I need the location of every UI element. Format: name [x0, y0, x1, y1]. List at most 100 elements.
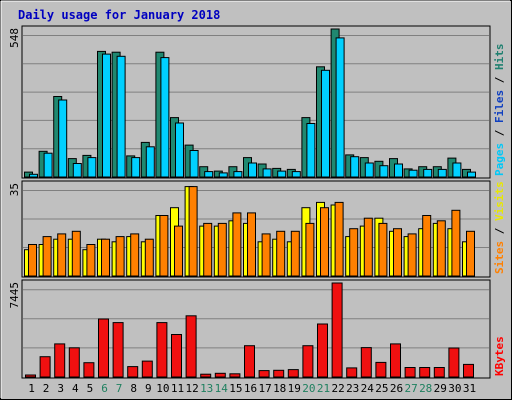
bar-visits-day-17	[261, 233, 271, 277]
bar-visits-day-23	[349, 228, 359, 277]
bar-files-day-19	[291, 171, 301, 178]
bar-kbytes-day-12	[185, 315, 197, 378]
panel-top-bg	[21, 25, 491, 179]
legend-part: Pages	[493, 143, 506, 176]
bar-files-day-7	[116, 55, 126, 178]
day-label-30: 30	[448, 382, 461, 395]
bar-kbytes-day-18	[273, 369, 285, 378]
bar-kbytes-day-8	[127, 366, 139, 378]
day-label-31: 31	[463, 382, 476, 395]
bar-visits-day-15	[232, 212, 242, 277]
bar-kbytes-day-3	[54, 343, 66, 378]
bar-files-day-3	[58, 99, 68, 178]
bar-files-day-14	[218, 172, 228, 178]
day-label-1: 1	[28, 382, 35, 395]
legend-part: /	[493, 70, 506, 90]
bar-visits-day-22	[334, 201, 344, 277]
bar-kbytes-day-22	[331, 282, 343, 378]
bar-visits-day-9	[144, 238, 154, 277]
day-label-3: 3	[57, 382, 64, 395]
bar-files-day-30	[452, 162, 462, 178]
day-label-6: 6	[101, 382, 108, 395]
bar-files-day-29	[437, 168, 447, 178]
day-labels: 1 2 3 4 5 6 7 8 9 10 11 12 13 14 15 16 17 18 19 20 21 22 23 24 2…	[28, 382, 476, 395]
legend-part: Visits	[493, 181, 506, 221]
bar-visits-day-3	[57, 233, 67, 277]
day-label-16: 16	[244, 382, 257, 395]
bar-visits-day-8	[130, 233, 140, 277]
bar-kbytes-day-17	[258, 370, 270, 378]
legend-part: /	[493, 123, 506, 143]
day-label-29: 29	[434, 382, 447, 395]
bar-kbytes-day-4	[68, 347, 80, 378]
bar-kbytes-day-23	[346, 367, 358, 378]
bar-kbytes-day-25	[375, 361, 387, 378]
bar-files-day-24	[364, 162, 374, 178]
bar-visits-day-18	[276, 230, 286, 277]
bar-files-day-31	[467, 171, 476, 178]
legend-part: /	[493, 221, 506, 241]
bar-files-day-27	[408, 169, 418, 178]
day-label-10: 10	[156, 382, 169, 395]
day-label-23: 23	[346, 382, 359, 395]
day-label-27: 27	[404, 382, 417, 395]
legend-part: KBytes	[493, 336, 506, 376]
bar-visits-day-4	[71, 230, 81, 277]
bar-kbytes-day-26	[390, 343, 401, 378]
bars-layer	[24, 28, 476, 378]
bar-visits-day-27	[407, 233, 417, 277]
bar-files-day-13	[204, 171, 214, 178]
bar-files-day-18	[277, 170, 287, 178]
bar-visits-day-2	[42, 236, 52, 277]
bar-files-day-10	[160, 57, 170, 178]
bar-visits-day-28	[422, 215, 432, 277]
bar-visits-day-20	[305, 222, 315, 277]
bar-kbytes-day-21	[317, 323, 328, 378]
bar-visits-day-19	[290, 230, 300, 277]
legend-part: Files	[493, 90, 506, 123]
bar-kbytes-day-16	[244, 345, 255, 378]
bar-files-day-9	[145, 146, 155, 178]
bar-kbytes-day-20	[302, 345, 314, 378]
bar-kbytes-day-29	[433, 367, 445, 378]
bar-kbytes-day-5	[83, 362, 95, 378]
bar-files-day-21	[321, 69, 330, 178]
bar-files-day-23	[350, 156, 360, 178]
day-label-9: 9	[145, 382, 152, 395]
bar-visits-day-5	[86, 244, 96, 277]
legend-sites-visits: Sites / Visits	[493, 181, 506, 274]
bottom-max-label: 7445	[8, 282, 21, 309]
day-label-24: 24	[361, 382, 375, 395]
bar-files-day-16	[248, 162, 257, 178]
day-label-28: 28	[419, 382, 432, 395]
bar-kbytes-day-28	[419, 367, 431, 378]
bar-files-day-4	[72, 163, 82, 178]
bar-visits-day-10	[159, 215, 169, 277]
bar-files-day-22	[335, 37, 345, 178]
bar-kbytes-day-11	[171, 334, 182, 378]
legend-kbytes: KBytes	[493, 336, 506, 376]
bar-visits-day-26	[393, 228, 402, 277]
bar-kbytes-day-7	[112, 322, 124, 378]
bar-visits-day-21	[320, 207, 329, 277]
bar-kbytes-day-13	[200, 373, 212, 378]
bar-visits-day-30	[451, 209, 461, 277]
day-label-11: 11	[171, 382, 184, 395]
bar-kbytes-day-27	[404, 367, 416, 378]
bar-files-day-17	[262, 168, 272, 178]
bar-visits-day-13	[203, 222, 213, 277]
bar-files-day-20	[306, 123, 316, 178]
day-label-18: 18	[273, 382, 286, 395]
bar-files-day-28	[423, 168, 433, 178]
bar-visits-day-7	[115, 236, 125, 277]
bar-files-day-2	[43, 152, 53, 178]
bar-visits-day-12	[188, 186, 198, 277]
day-label-13: 13	[200, 382, 213, 395]
bar-files-day-5	[87, 157, 97, 178]
bar-visits-day-14	[217, 222, 227, 277]
chart-title: Daily usage for January 2018	[18, 8, 220, 22]
bar-kbytes-day-30	[448, 347, 460, 378]
day-label-15: 15	[229, 382, 242, 395]
day-label-22: 22	[331, 382, 344, 395]
